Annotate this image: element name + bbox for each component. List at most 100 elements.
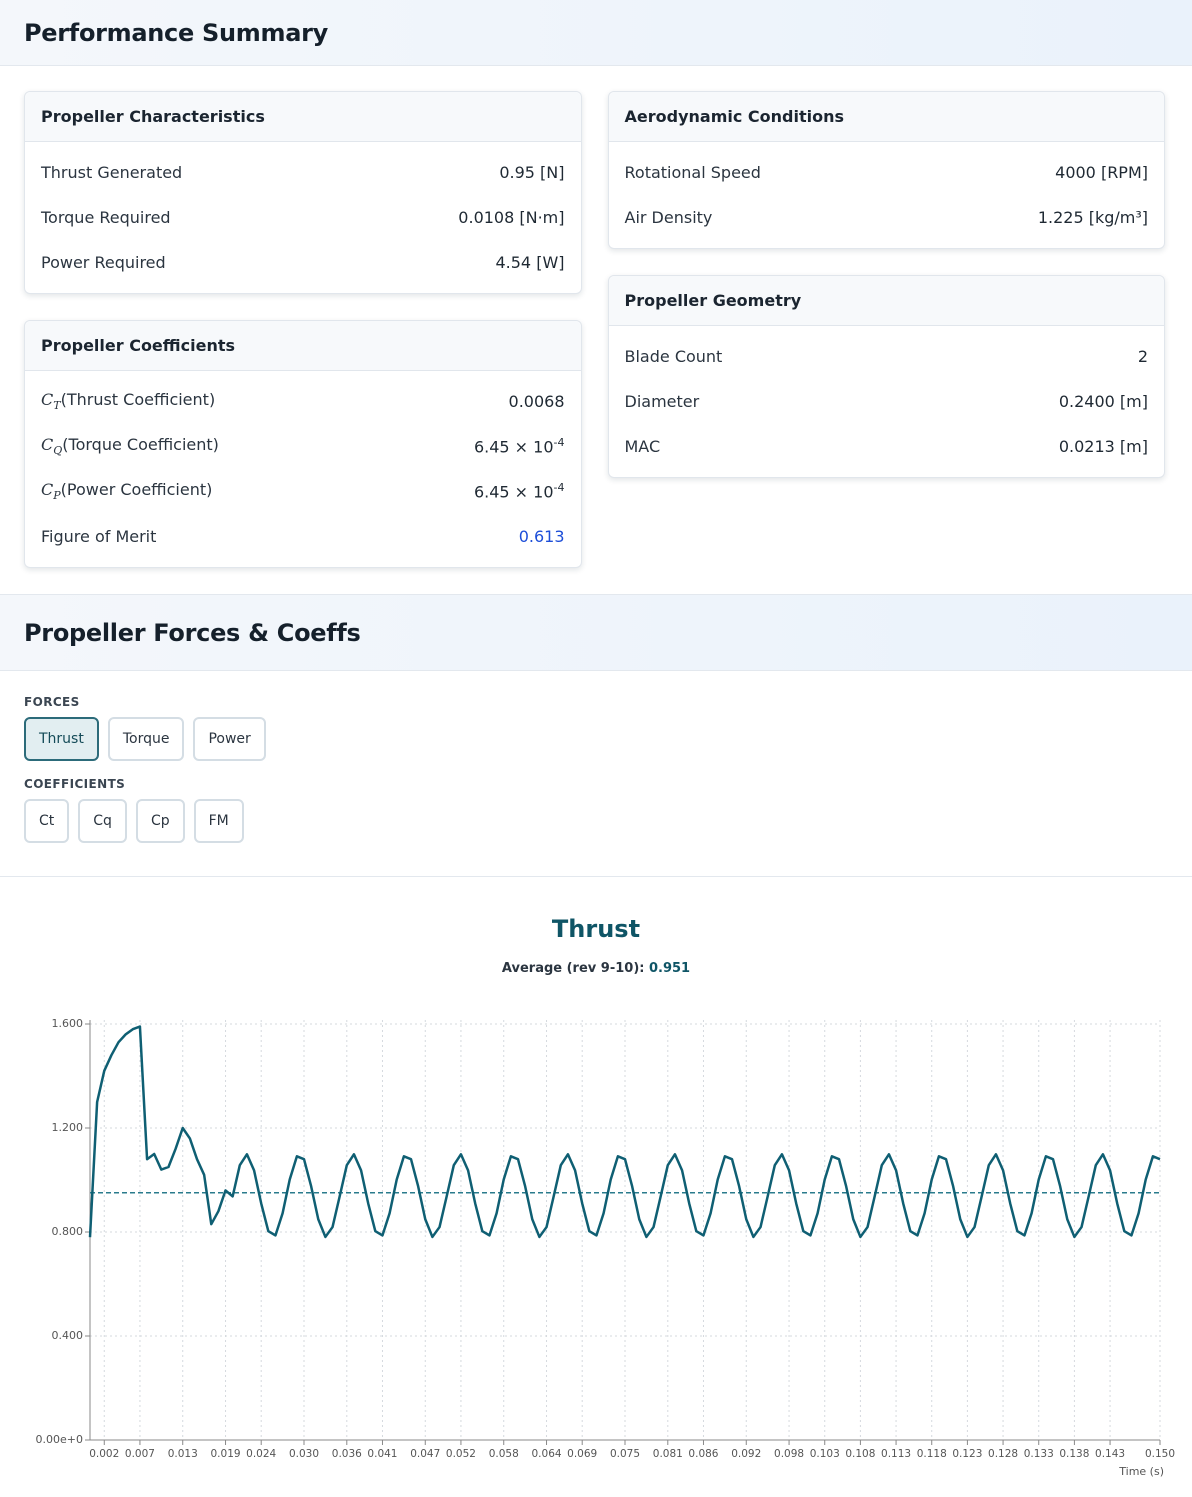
label-text: Rotational Speed: [624, 163, 761, 182]
x-tick-label: 0.098: [774, 1448, 804, 1460]
column: Propeller Characteristics Thrust Generate…: [24, 91, 582, 569]
coef-symbol: CQ: [41, 435, 63, 458]
row-value: 0.0213 [m]: [1059, 437, 1148, 456]
row-label: Rotational Speed: [625, 163, 761, 182]
x-tick-label: 0.150: [1145, 1448, 1175, 1460]
coef-symbol: CP: [41, 480, 61, 503]
toggle-button[interactable]: Power: [193, 717, 266, 761]
label-text: (Power Coefficient): [60, 480, 213, 500]
row-label: Torque Required: [41, 208, 171, 227]
data-row: MAC 0.0213 [m]: [625, 424, 1149, 469]
group-label: COEFFICIENTS: [24, 777, 126, 791]
x-tick-label: 0.143: [1095, 1448, 1125, 1460]
label-text: Air Density: [624, 208, 713, 227]
toggle-button[interactable]: Torque: [107, 717, 185, 761]
value-text: 0.2400 [m]: [1058, 392, 1148, 411]
toggle-button[interactable]: Cq: [78, 799, 127, 843]
row-value: 2: [1138, 347, 1148, 366]
section-title: Performance Summary: [24, 18, 328, 47]
coef-subscript: T: [53, 399, 61, 413]
y-tick-label: 1.600: [52, 1017, 84, 1030]
y-tick-label: 1.200: [52, 1121, 84, 1134]
button-group: Ct Cq Cp FM: [24, 799, 1168, 843]
label-text: Power Required: [41, 253, 166, 272]
data-line: [88, 1025, 1161, 1239]
average-label: Average (rev 9-10):: [501, 961, 645, 976]
row-value: 0.613: [519, 527, 565, 546]
section-header: Propeller Forces & Coeffs: [0, 595, 1192, 671]
row-value: 4000 [RPM]: [1055, 163, 1148, 182]
x-tick-label: 0.047: [410, 1448, 440, 1460]
card: Aerodynamic Conditions Rotational Speed 40…: [607, 91, 1165, 249]
toggle-button[interactable]: Ct: [24, 799, 70, 843]
data-row: Power Required 4.54 [W]: [41, 240, 565, 285]
data-row: Diameter 0.2400 [m]: [625, 379, 1149, 424]
row-label: CT(Thrust Coefficient): [41, 390, 215, 412]
x-tick-label: 0.041: [367, 1448, 397, 1460]
x-tick-label: 0.075: [610, 1448, 640, 1460]
value-text: 0.613: [518, 527, 565, 546]
toggle-button[interactable]: Cp: [135, 799, 185, 843]
label-text: (Thrust Coefficient): [60, 390, 216, 410]
row-value: 6.45 × 10-4: [474, 436, 565, 456]
row-label: CQ(Torque Coefficient): [41, 435, 219, 457]
card-title: Aerodynamic Conditions: [608, 92, 1164, 142]
value-text: 6.45 × 10: [473, 482, 554, 502]
toggle-button[interactable]: Thrust: [24, 717, 99, 761]
x-tick-label: 0.138: [1059, 1448, 1089, 1460]
x-tick-label: 0.133: [1024, 1448, 1054, 1460]
card-title: Propeller Geometry: [608, 276, 1164, 326]
x-tick-label: 0.030: [289, 1448, 319, 1460]
data-row: Figure of Merit 0.613: [41, 514, 565, 559]
x-tick-label: 0.069: [567, 1448, 597, 1460]
coef-symbol: CT: [41, 390, 61, 413]
coef-subscript: Q: [53, 444, 63, 458]
card-title: Propeller Characteristics: [25, 92, 581, 142]
x-tick-label: 0.052: [446, 1448, 476, 1460]
data-row: CQ(Torque Coefficient) 6.45 × 10-4: [41, 424, 565, 469]
y-tick-label: 0.00e+0: [36, 1433, 83, 1446]
data-row: Blade Count 2: [625, 334, 1149, 379]
card-title: Propeller Coefficients: [25, 321, 581, 371]
group-label: FORCES: [24, 695, 80, 709]
value-text: 0.0213 [m]: [1058, 437, 1148, 456]
row-label: Figure of Merit: [41, 527, 156, 546]
toggle-button[interactable]: FM: [193, 799, 244, 843]
x-tick-label: 0.086: [688, 1448, 718, 1460]
button-group: Thrust Torque Power: [24, 717, 1168, 761]
x-tick-label: 0.128: [988, 1448, 1018, 1460]
label-text: (Torque Coefficient): [62, 435, 219, 455]
data-row: Torque Required 0.0108 [N·m]: [41, 195, 565, 240]
row-label: CP(Power Coefficient): [41, 480, 212, 502]
coef-subscript: P: [53, 489, 61, 503]
data-row: Thrust Generated 0.95 [N]: [41, 150, 565, 195]
row-value: 4.54 [W]: [495, 253, 564, 272]
x-tick-label: 0.036: [332, 1448, 362, 1460]
value-text: 2: [1137, 347, 1148, 366]
x-tick-label: 0.081: [653, 1448, 683, 1460]
x-tick-label: 0.007: [125, 1448, 155, 1460]
label-text: Figure of Merit: [41, 527, 157, 546]
x-tick-label: 0.002: [89, 1448, 119, 1460]
row-label: Thrust Generated: [41, 163, 182, 182]
row-label: MAC: [625, 437, 661, 456]
row-label: Blade Count: [625, 347, 723, 366]
y-tick-label: 0.800: [52, 1225, 84, 1238]
column: Aerodynamic Conditions Rotational Speed 40…: [607, 91, 1165, 569]
value-text: 0.95 [N]: [499, 163, 565, 182]
x-tick-label: 0.123: [952, 1448, 982, 1460]
data-row: CP(Power Coefficient) 6.45 × 10-4: [41, 469, 565, 514]
x-axis-label: Time (s): [1118, 1465, 1164, 1478]
data-row: Air Density 1.225 [kg/m³]: [625, 195, 1149, 240]
row-label: Diameter: [625, 392, 700, 411]
row-value: 0.0068: [509, 392, 565, 411]
row-value: 1.225 [kg/m³]: [1038, 208, 1148, 227]
x-tick-label: 0.113: [881, 1448, 911, 1460]
row-value: 0.0108 [N·m]: [458, 208, 564, 227]
value-text: 0.0068: [508, 392, 565, 411]
chart-title: Thrust: [551, 915, 641, 943]
row-label: Air Density: [625, 208, 713, 227]
value-text: 6.45 × 10: [473, 437, 554, 457]
chart-controls: FORCES Thrust Torque Power COEFFICIENTS Ct Cq C…: [0, 671, 1192, 877]
